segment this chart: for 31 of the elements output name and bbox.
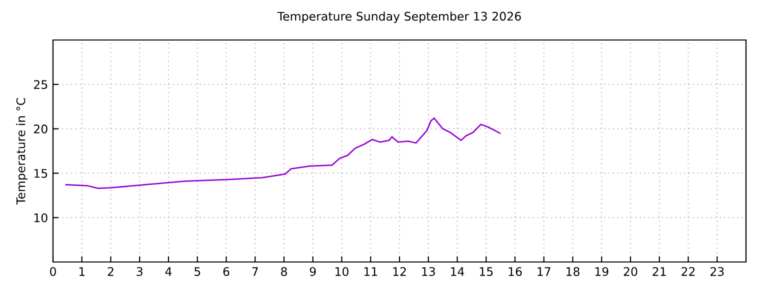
x-tick-label: 10 (336, 267, 348, 276)
x-tick-label: 15 (480, 267, 493, 276)
x-tick-label: 16 (508, 267, 522, 276)
x-tick-label: 0 (50, 267, 56, 276)
x-tick-label: 3 (136, 267, 142, 276)
chart-title: Temperature Sunday September 13 2026 (277, 12, 521, 24)
x-tick-label: 18 (566, 267, 580, 276)
y-axis-title: Temperature in °C (16, 98, 28, 205)
x-tick-label: 21 (652, 267, 666, 276)
x-tick-label: 4 (165, 267, 172, 276)
x-tick-label: 11 (364, 267, 378, 276)
x-tick-label: 7 (252, 267, 258, 276)
x-tick-label: 2 (108, 267, 114, 276)
x-tick-label: 13 (422, 267, 435, 276)
y-tick-label: 15 (34, 169, 48, 178)
x-tick-label: 22 (682, 267, 695, 276)
x-tick-label: 19 (595, 267, 608, 276)
x-tick-label: 14 (451, 267, 464, 276)
x-tick-label: 12 (393, 267, 406, 276)
line-series (65, 117, 501, 189)
y-tick-label: 25 (34, 80, 48, 90)
x-tick-label: 6 (223, 267, 230, 276)
x-tick-label: 8 (281, 267, 287, 276)
x-tick-label: 20 (624, 267, 638, 276)
x-tick-label: 23 (710, 267, 724, 276)
y-tick-label: 20 (34, 124, 48, 134)
x-tick-label: 1 (79, 267, 85, 276)
x-tick-label: 5 (194, 267, 200, 276)
x-tick-label: 17 (538, 267, 550, 276)
y-tick-label: 10 (34, 213, 48, 222)
x-tick-label: 9 (310, 267, 316, 276)
